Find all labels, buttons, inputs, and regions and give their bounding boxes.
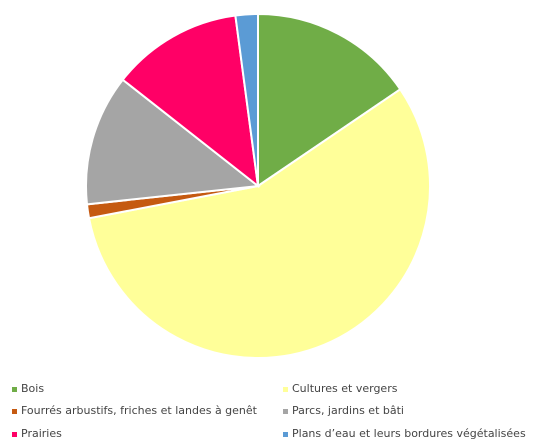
legend-item-5: Prairies — [12, 427, 62, 440]
legend: Bois Cultures et vergers Fourrés arbustifs… — [12, 382, 526, 440]
legend-item-4: Parcs, jardins et bâti — [283, 404, 404, 417]
pie-slices — [85, 12, 431, 359]
pie-slice-1 — [257, 12, 402, 188]
legend-item-6: Plans d’eau et leurs bordures végétalisé… — [283, 427, 526, 440]
legend-swatch — [283, 432, 288, 437]
legend-swatch — [12, 409, 17, 414]
legend-swatch — [12, 432, 17, 437]
legend-item-2: Cultures et vergers — [283, 382, 398, 395]
legend-label: Cultures et vergers — [292, 382, 398, 395]
legend-label: Parcs, jardins et bâti — [292, 404, 404, 417]
legend-item-3: Fourrés arbustifs, friches et landes à g… — [12, 404, 258, 417]
legend-label: Bois — [21, 382, 44, 395]
pie-slice-5 — [121, 14, 260, 189]
pie-slice-4 — [85, 78, 261, 206]
legend-swatch — [12, 387, 17, 392]
legend-label: Fourrés arbustifs, friches et landes à g… — [21, 404, 258, 417]
pie-slice-2 — [87, 87, 431, 359]
legend-item-1: Bois — [12, 382, 44, 395]
pie-slice-6 — [234, 12, 259, 187]
legend-label: Prairies — [21, 427, 62, 440]
legend-label: Plans d’eau et leurs bordures végétalisé… — [292, 427, 526, 440]
legend-swatch — [283, 387, 288, 392]
legend-swatch — [283, 409, 288, 414]
